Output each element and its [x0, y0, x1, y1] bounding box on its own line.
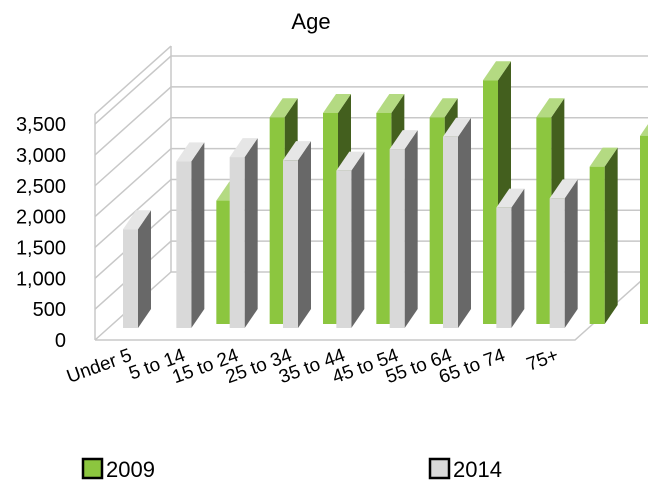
bar-2014 — [229, 138, 258, 328]
bar-front-face — [429, 117, 445, 325]
bar-front-face — [389, 149, 405, 328]
bar-side-face — [564, 179, 578, 328]
bar-side-face — [138, 210, 151, 328]
bar-front-face — [549, 198, 565, 328]
y-tick-label: 3,000 — [16, 145, 66, 167]
bar-front-face — [483, 80, 498, 324]
bar-2014 — [283, 141, 311, 328]
bar-front-face — [216, 200, 232, 324]
gridline — [94, 55, 648, 125]
y-tick-label: 3,500 — [16, 114, 66, 136]
legend-label-2009: 2009 — [106, 457, 155, 482]
legend-swatch-2009 — [81, 457, 104, 480]
y-axis-ticks: 0 500 1,000 1,500 2,000 2,500 3,000 3,500 — [16, 114, 66, 352]
y-tick-label: 500 — [33, 299, 66, 321]
y-tick-label: 1,500 — [16, 237, 66, 259]
side-wall-top-edge — [94, 45, 172, 115]
bar-front-face — [176, 161, 192, 328]
bar-2009 — [640, 124, 648, 324]
bar-2014 — [336, 151, 365, 328]
bar-front-face — [496, 207, 512, 328]
bar-top-face — [589, 147, 618, 167]
bar-top-face — [123, 210, 151, 230]
legend-swatch-2014 — [428, 457, 451, 480]
bar-top-face — [429, 98, 458, 118]
bar-2014 — [389, 130, 418, 328]
bar-top-face — [443, 117, 471, 137]
bar-2009 — [589, 147, 618, 324]
bar-top-face — [283, 141, 311, 161]
bar-top-face — [640, 124, 648, 136]
bar-top-face — [229, 138, 258, 158]
bar-front-face — [283, 160, 298, 328]
series-2014-bars — [123, 117, 578, 328]
bar-front-face — [229, 157, 245, 328]
bar-front-face — [589, 166, 605, 324]
grid-layer — [94, 45, 648, 341]
y-tick-label: 1,000 — [16, 268, 66, 290]
bar-side-face — [604, 147, 618, 324]
x-tick-label: Under 5 — [64, 345, 135, 388]
legend: 2009 2014 — [81, 457, 502, 482]
bar-side-face — [244, 138, 258, 328]
bar-front-face — [336, 170, 352, 328]
bar-top-face — [323, 93, 351, 113]
gridline — [94, 86, 648, 156]
bar-top-face — [176, 142, 205, 162]
bar-2014 — [123, 210, 151, 328]
bar-front-face — [536, 117, 552, 325]
bar-front-face — [640, 135, 648, 324]
bar-top-face — [483, 61, 511, 81]
x-tick-label: 75+ — [524, 345, 561, 376]
bar-front-face — [269, 117, 285, 325]
bar-2014 — [176, 142, 205, 328]
bar-side-face — [298, 141, 311, 328]
bar-2014 — [443, 117, 471, 328]
bar-top-face — [496, 188, 525, 208]
bar-front-face — [323, 112, 338, 325]
y-tick-label: 2,500 — [16, 176, 66, 198]
bar-top-face — [549, 179, 578, 199]
bar-side-face — [511, 188, 525, 328]
bar-top-face — [269, 98, 298, 118]
y-tick-label: 0 — [55, 330, 66, 352]
floor-edge — [95, 273, 648, 341]
bar-side-face — [191, 142, 205, 328]
chart-title: Age — [291, 9, 330, 34]
bar-top-face — [536, 98, 565, 118]
bar-front-face — [123, 229, 138, 328]
bar-side-face — [458, 117, 471, 328]
bar-2014 — [496, 188, 525, 328]
legend-label-2014: 2014 — [453, 457, 502, 482]
bar-side-face — [404, 130, 418, 328]
bar-top-face — [376, 93, 405, 113]
bar-top-face — [336, 151, 365, 171]
bar-front-face — [376, 112, 392, 325]
y-tick-label: 2,000 — [16, 207, 66, 229]
bar-front-face — [443, 136, 458, 328]
bar-side-face — [351, 151, 365, 328]
series-2009-bars — [216, 61, 648, 325]
bar-top-face — [389, 130, 418, 150]
bar-2014 — [549, 179, 578, 328]
